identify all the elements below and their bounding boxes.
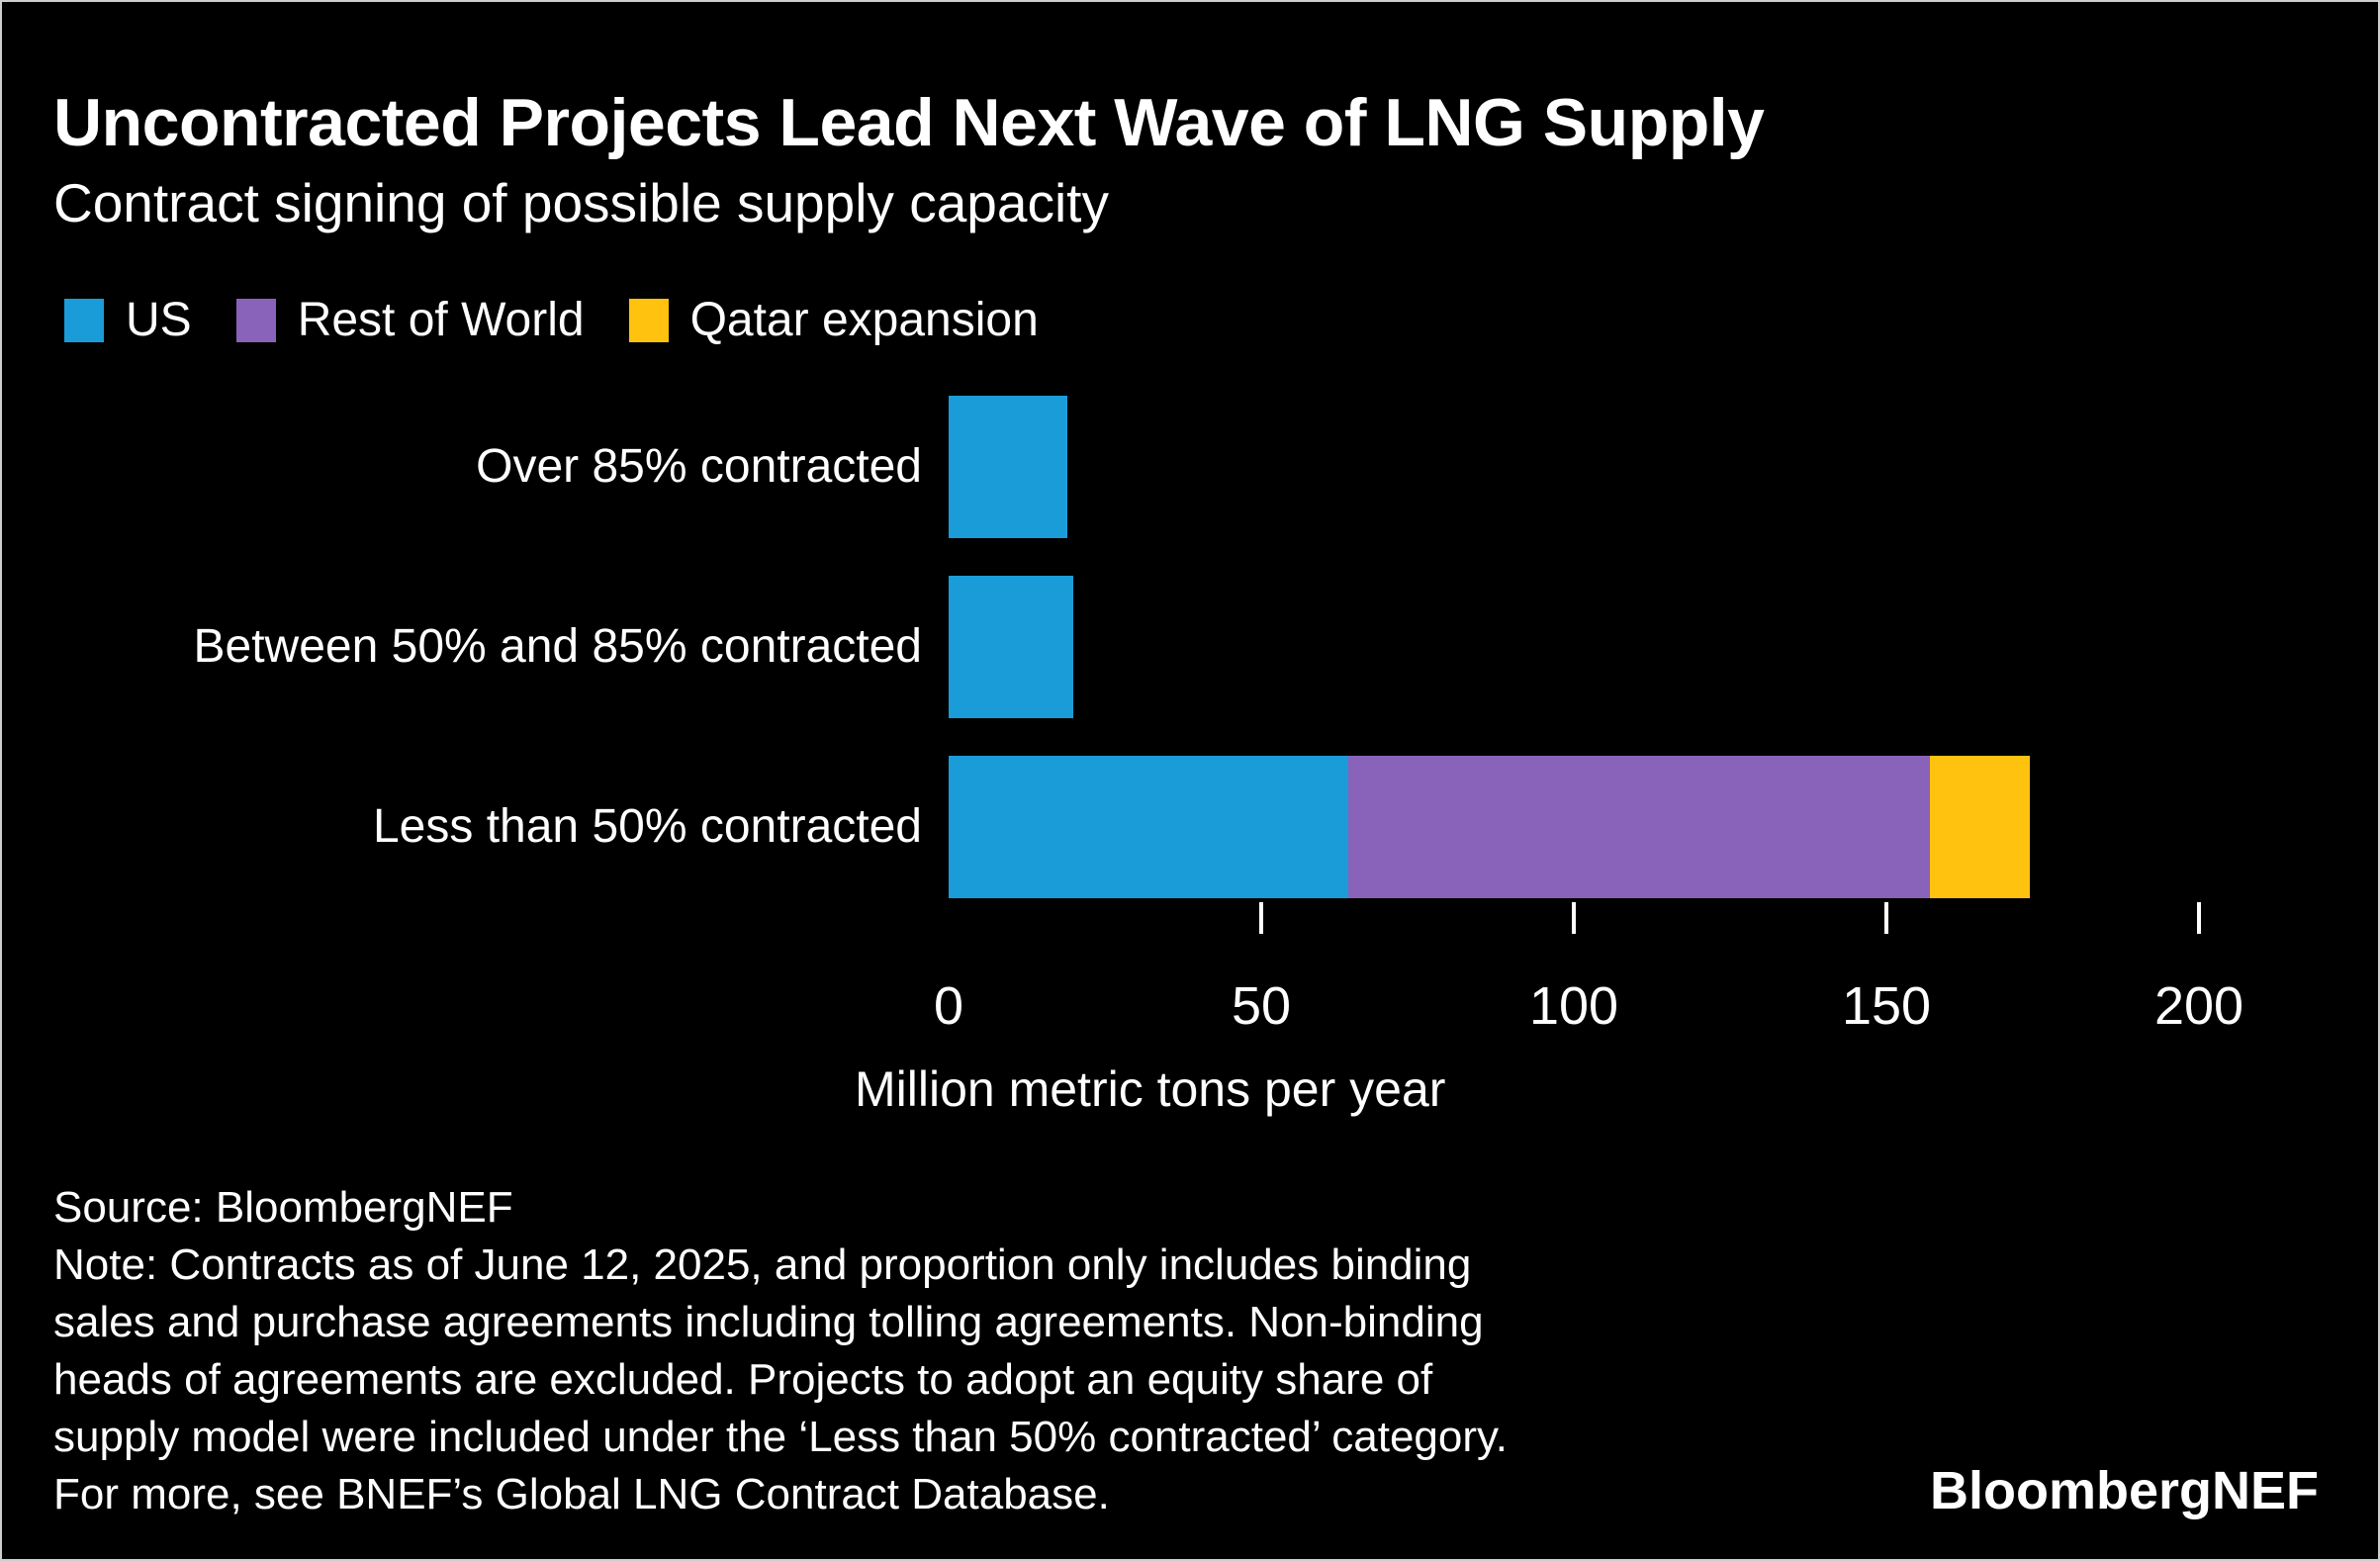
- legend-label: Qatar expansion: [689, 294, 1039, 346]
- legend-item: Qatar expansion: [628, 294, 1039, 346]
- note-line: supply model were included under the ‘Le…: [53, 1413, 1508, 1461]
- category-label: Between 50% and 85% contracted: [193, 620, 923, 673]
- x-axis-tick-label: 50: [1231, 976, 1292, 1036]
- legend-label: Rest of World: [297, 294, 585, 346]
- x-axis-tick-label: 150: [1841, 976, 1932, 1036]
- source-line: Source: BloombergNEF: [53, 1183, 513, 1232]
- note-line: Note: Contracts as of June 12, 2025, and…: [53, 1240, 1472, 1289]
- x-axis-tick-label: 200: [2153, 976, 2244, 1036]
- bloombergnef-logo: BloombergNEF: [1929, 1461, 2319, 1520]
- footnote-block: Source: BloombergNEF Note: Contracts as …: [53, 1179, 1508, 1523]
- x-axis-tick: [1259, 902, 1263, 934]
- bar-segment-us: [949, 396, 1068, 538]
- bar-segment-rest-of-world: [1348, 756, 1931, 898]
- note-line: For more, see BNEF’s Global LNG Contract…: [53, 1470, 1110, 1518]
- legend-swatch-icon: [235, 299, 276, 342]
- note-line: sales and purchase agreements including …: [53, 1298, 1484, 1346]
- legend-swatch-icon: [64, 299, 104, 342]
- category-label: Less than 50% contracted: [372, 800, 922, 853]
- x-axis-tick-label: 100: [1528, 976, 1619, 1036]
- bar-segment-us: [949, 576, 1074, 718]
- x-axis-tick: [1572, 902, 1576, 934]
- note-line: heads of agreements are excluded. Projec…: [53, 1355, 1433, 1404]
- bar-segment-us: [949, 756, 1349, 898]
- category-label: Over 85% contracted: [476, 440, 922, 493]
- x-axis-tick: [1884, 902, 1888, 934]
- legend-item: US: [64, 294, 192, 346]
- x-axis-title: Million metric tons per year: [855, 1061, 1446, 1117]
- chart-title: Uncontracted Projects Lead Next Wave of …: [53, 85, 1765, 160]
- legend-label: US: [126, 294, 192, 346]
- legend: US Rest of World Qatar expansion: [64, 294, 1039, 346]
- legend-swatch-icon: [628, 299, 669, 342]
- x-axis-tick-label: 0: [933, 976, 964, 1036]
- x-axis-tick: [2197, 902, 2201, 934]
- legend-item: Rest of World: [235, 294, 585, 346]
- chart-subtitle: Contract signing of possible supply capa…: [53, 172, 1109, 233]
- bar-segment-qatar-expansion: [1930, 756, 2031, 898]
